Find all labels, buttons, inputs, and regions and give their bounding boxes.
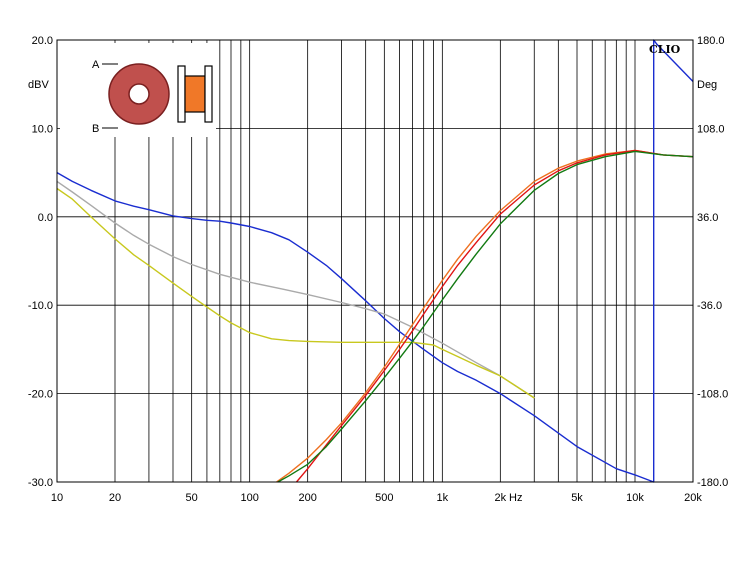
y-right-tick-label: 36.0 — [697, 212, 718, 224]
y-left-tick-label: 10.0 — [32, 123, 53, 135]
y-left-tick-label: -10.0 — [28, 300, 53, 312]
x-unit-label: Hz — [509, 492, 522, 504]
x-tick-label: 200 — [298, 492, 316, 504]
x-tick-label: 50 — [186, 492, 198, 504]
series-layer — [56, 39, 694, 483]
y-left-tick-label: -30.0 — [28, 477, 53, 489]
x-tick-label: 10k — [626, 492, 644, 504]
connector-inset: A B — [60, 43, 216, 137]
y-right-tick-label: -180.0 — [697, 477, 728, 489]
series-line — [276, 149, 694, 483]
y-left-tick-label: 20.0 — [32, 35, 53, 47]
plot-frame — [56, 39, 694, 483]
x-tick-label: 100 — [240, 492, 258, 504]
ring-hole-icon — [128, 83, 150, 105]
clio-brand: CLIO — [649, 43, 681, 56]
y-right-tick-label: 180.0 — [697, 35, 725, 47]
plug-right-flange — [204, 65, 213, 123]
y-left-tick-label: 0.0 — [38, 212, 53, 224]
series-line — [295, 149, 694, 483]
axis-labels: 10 20 50 100 200 500 1k 2k 5k 10k 20k 20.0 10.0 0.0 -1… — [28, 35, 728, 504]
x-tick-label: 2k — [495, 492, 507, 504]
series-line — [277, 150, 694, 483]
plug-left-flange — [177, 65, 186, 123]
x-tick-label: 10 — [51, 492, 63, 504]
series-line — [56, 180, 535, 399]
inset-label-b: B — [92, 123, 99, 135]
y-left-tick-label: -20.0 — [28, 389, 53, 401]
y-right-tick-label: -36.0 — [697, 300, 722, 312]
left-unit-label: dBV — [28, 79, 49, 91]
series-line — [56, 187, 535, 399]
plug-body-icon — [184, 75, 206, 113]
series-line — [56, 39, 694, 483]
x-tick-label: 20 — [109, 492, 121, 504]
inset-label-a: A — [92, 59, 100, 71]
x-tick-label: 500 — [375, 492, 393, 504]
x-tick-label: 20k — [684, 492, 702, 504]
y-right-tick-label: -108.0 — [697, 389, 728, 401]
x-tick-label: 1k — [437, 492, 449, 504]
x-tick-label: 5k — [571, 492, 583, 504]
right-unit-label: Deg — [697, 79, 717, 91]
y-right-tick-label: 108.0 — [697, 123, 725, 135]
